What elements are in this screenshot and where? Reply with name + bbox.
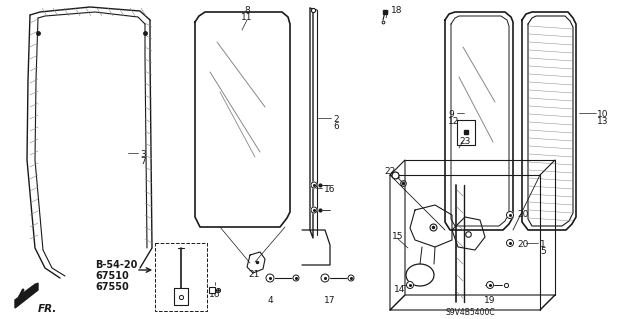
Bar [155,243,207,311]
Text: 4: 4 [267,296,273,305]
Text: 5: 5 [540,247,546,256]
Text: 22: 22 [384,167,396,176]
Text: 20: 20 [517,210,529,219]
Text: 9: 9 [448,110,454,119]
Text: 6: 6 [333,122,339,131]
Circle shape [348,275,354,281]
Text: 2: 2 [333,115,339,124]
Circle shape [486,281,493,288]
Text: 1: 1 [540,240,546,249]
Text: 15: 15 [392,232,403,241]
Text: 8: 8 [244,6,250,15]
Text: 67550: 67550 [95,282,129,292]
Text: 12: 12 [448,117,460,126]
Text: B-54-20: B-54-20 [95,260,138,270]
Text: 18: 18 [391,6,403,15]
Circle shape [506,240,513,247]
Text: 7: 7 [140,157,146,166]
Text: 13: 13 [597,117,609,126]
Text: 21: 21 [248,270,259,279]
Circle shape [311,207,317,213]
Circle shape [311,182,317,188]
Text: 14: 14 [394,285,405,294]
Text: FR.: FR. [38,304,58,314]
Circle shape [321,274,329,282]
Text: 10: 10 [597,110,609,119]
Text: 3: 3 [140,150,146,159]
Text: 17: 17 [324,296,336,305]
Circle shape [506,211,513,219]
Text: 23: 23 [459,137,470,146]
Text: 16: 16 [324,185,335,194]
Text: 20: 20 [517,240,529,249]
Text: 16: 16 [209,290,221,299]
Text: 67510: 67510 [95,271,129,281]
Circle shape [266,274,274,282]
Circle shape [406,281,413,288]
Text: 11: 11 [241,13,253,22]
Text: 19: 19 [484,296,496,305]
Circle shape [293,275,299,281]
Text: S9V4B5400C: S9V4B5400C [445,308,495,317]
Polygon shape [15,283,38,308]
